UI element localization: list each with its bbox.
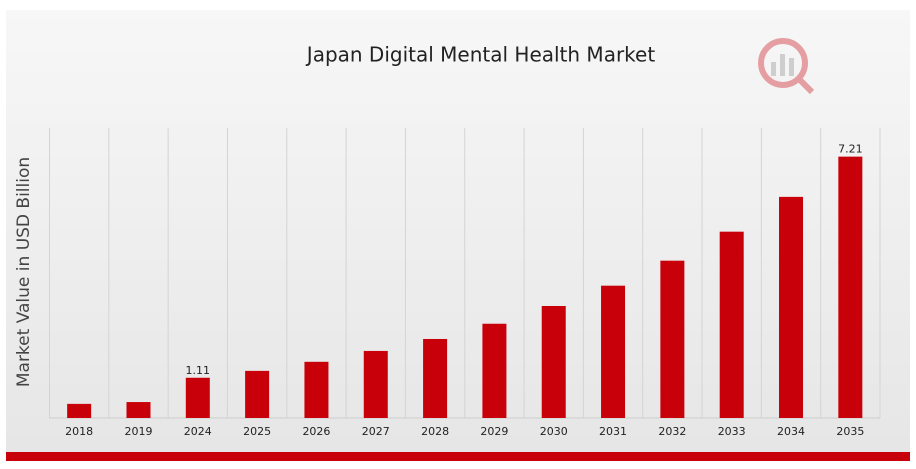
- bar: [126, 402, 151, 418]
- bar: [67, 403, 92, 418]
- data-label: 1.11: [186, 364, 211, 377]
- plot-background: [6, 10, 910, 452]
- x-tick-label: 2033: [718, 425, 746, 438]
- bar: [719, 231, 744, 418]
- x-tick-label: 2018: [65, 425, 93, 438]
- x-tick-label: 2034: [777, 425, 805, 438]
- x-tick-label: 2030: [540, 425, 568, 438]
- x-tick-label: 2029: [480, 425, 508, 438]
- chart-title: Japan Digital Mental Health Market: [305, 43, 656, 67]
- bar: [838, 156, 863, 418]
- y-axis-label: Market Value in USD Billion: [14, 157, 34, 387]
- x-tick-label: 2027: [362, 425, 390, 438]
- bar: [482, 323, 507, 418]
- bar: [423, 338, 448, 418]
- footer-bar: [6, 452, 910, 461]
- x-tick-label: 2025: [243, 425, 271, 438]
- data-label: 7.21: [838, 143, 863, 156]
- logo: [758, 38, 815, 95]
- bar: [245, 370, 270, 418]
- bar: [363, 350, 388, 418]
- x-tick-label: 2031: [599, 425, 627, 438]
- x-tick-label: 2028: [421, 425, 449, 438]
- bar: [304, 361, 329, 418]
- bar: [660, 260, 685, 418]
- x-tick-label: 2035: [836, 425, 864, 438]
- x-tick-label: 2024: [184, 425, 212, 438]
- bar: [779, 196, 804, 418]
- x-tick-label: 2032: [658, 425, 686, 438]
- bar: [601, 285, 626, 418]
- x-tick-label: 2019: [124, 425, 152, 438]
- bar: [541, 305, 566, 418]
- bar: [185, 377, 210, 418]
- x-tick-label: 2026: [302, 425, 330, 438]
